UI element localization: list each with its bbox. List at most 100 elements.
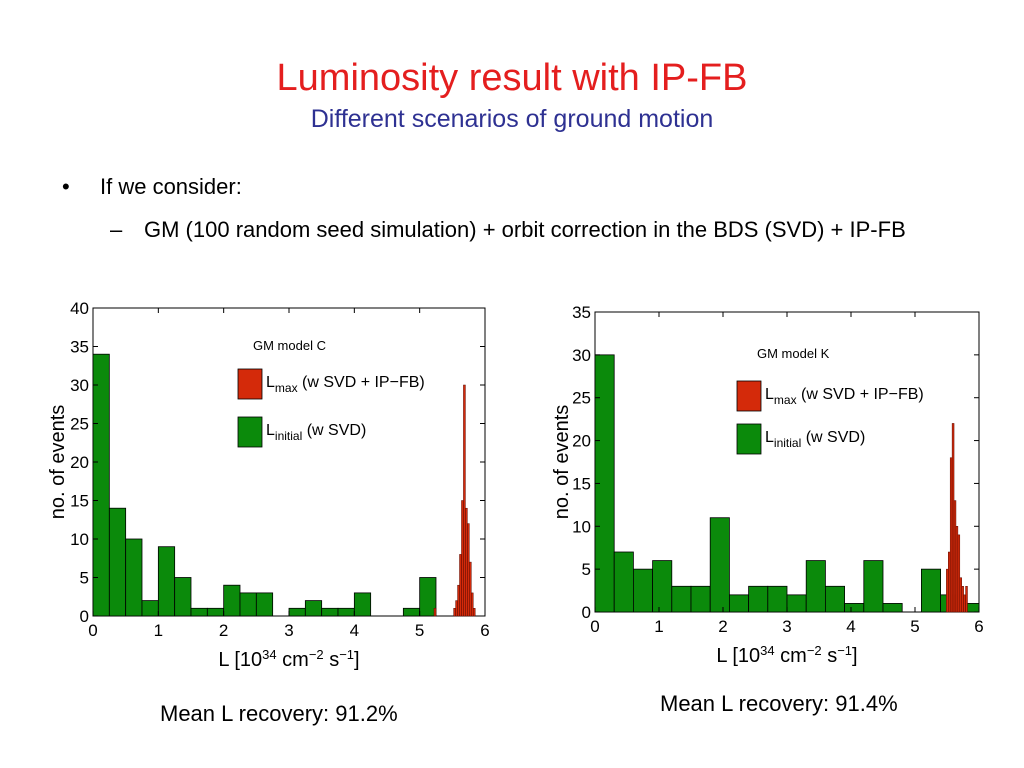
bar-initial [288,607,306,617]
y-tick-label: 35 [70,338,89,357]
bar-max [953,500,957,613]
bar-max [961,586,964,613]
bar-initial [402,607,421,617]
bar-max [959,577,962,613]
y-tick-label: 5 [582,560,591,579]
x-tick-label: 5 [910,617,919,636]
legend-swatch-initial [237,416,263,448]
bar-initial [844,603,865,613]
bar-max [949,457,953,613]
y-tick-label: 20 [70,453,89,472]
bar-max [465,507,468,617]
bullet-dot-icon: • [62,174,70,199]
sub-bullet-dash: – [110,217,123,242]
caption-mean-recovery-c: Mean L recovery: 91.2% [160,701,398,726]
bar-initial [157,546,176,617]
bar-initial [321,607,339,617]
x-tick-label: 3 [782,617,791,636]
legend-label-max: Lmax (w SVD + IP−FB) [765,386,924,407]
bar-max [951,423,955,613]
bar-max [459,554,462,617]
y-tick-label: 0 [582,603,591,622]
legend-label-max: Lmax (w SVD + IP−FB) [266,374,425,395]
bar-max [433,608,437,617]
x-tick-label: 5 [415,621,424,640]
bar-max [469,561,472,617]
slide-subtitle: Different scenarios of ground motion [310,105,714,133]
bar-max [471,592,474,617]
chart-annotation: GM model C [253,338,326,353]
x-tick-label: 6 [974,617,983,636]
bar-max [948,551,951,613]
legend-swatch-max [736,380,762,412]
bullet-text: If we consider: [100,174,242,199]
x-axis-label: L [1034 cm−2 s−1] [218,647,359,672]
bar-max [955,526,959,613]
y-tick-label: 0 [80,607,89,626]
caption-mean-recovery-k: Mean L recovery: 91.4% [660,691,898,716]
bar-initial [174,577,192,617]
plot-area [92,307,486,617]
bar-initial [633,568,654,613]
bar-initial [882,603,903,613]
bar-max [461,500,464,617]
y-tick-label: 30 [70,376,89,395]
sub-bullet-text: GM (100 random seed simulation) + orbit … [144,217,906,242]
y-tick-label: 15 [572,474,591,493]
y-axis-label: no. of events [551,405,573,520]
bar-initial [767,585,788,613]
bar-initial [709,517,730,613]
bar-initial [190,607,208,617]
bar-initial [141,600,159,617]
bar-initial [728,594,749,613]
bar-initial [748,585,769,613]
bar-max [957,534,961,613]
bar-max [946,568,949,613]
legend-swatch-initial [736,423,762,455]
bar-initial [337,607,355,617]
x-tick-label: 4 [350,621,359,640]
histogram-gm-model-k: 0 1 2 3 4 5 6 0 5 10 15 20 25 30 35 GM model K Lmax (w S… [551,303,984,668]
bar-initial [652,560,673,613]
y-tick-label: 25 [572,389,591,408]
slide-title: Luminosity result with IP-FB [276,57,748,99]
y-tick-label: 30 [572,346,591,365]
bar-initial [786,594,807,613]
histogram-gm-model-c: 0 1 2 3 4 5 6 0 5 10 15 20 25 30 35 40 GM model C Lmax (w… [47,299,490,672]
bar-initial [613,551,634,613]
bullet-item: • If we consider: [62,174,242,200]
bar-max [463,384,466,617]
y-tick-label: 35 [572,303,591,322]
y-axis-label: no. of events [47,405,69,520]
x-tick-label: 0 [88,621,97,640]
x-tick-label: 6 [480,621,489,640]
bar-max [963,594,966,613]
bar-max [455,600,458,617]
bar-initial [108,507,127,617]
x-tick-label: 1 [154,621,163,640]
x-tick-label: 4 [846,617,855,636]
bar-initial [304,600,323,617]
bar-max [457,584,460,617]
x-tick-label: 2 [219,621,228,640]
y-tick-label: 40 [70,299,89,318]
y-tick-label: 15 [70,492,89,511]
y-tick-label: 5 [80,569,89,588]
x-tick-label: 1 [654,617,663,636]
x-axis-label: L [1034 cm−2 s−1] [716,643,857,668]
x-tick-label: 0 [590,617,599,636]
bar-max [467,523,470,617]
bar-initial [239,592,257,617]
y-tick-label: 25 [70,415,89,434]
sub-bullet-item: – GM (100 random seed simulation) + orbi… [110,210,990,250]
legend-label-initial: Linitial (w SVD) [765,429,865,450]
x-tick-label: 2 [718,617,727,636]
bar-initial [255,592,274,617]
bar-initial [920,568,941,613]
bar-max [453,608,456,617]
bar-initial [863,560,884,613]
y-tick-label: 10 [70,530,89,549]
legend-swatch-max [237,368,263,400]
y-tick-label: 10 [572,517,591,536]
bar-initial [419,577,437,617]
